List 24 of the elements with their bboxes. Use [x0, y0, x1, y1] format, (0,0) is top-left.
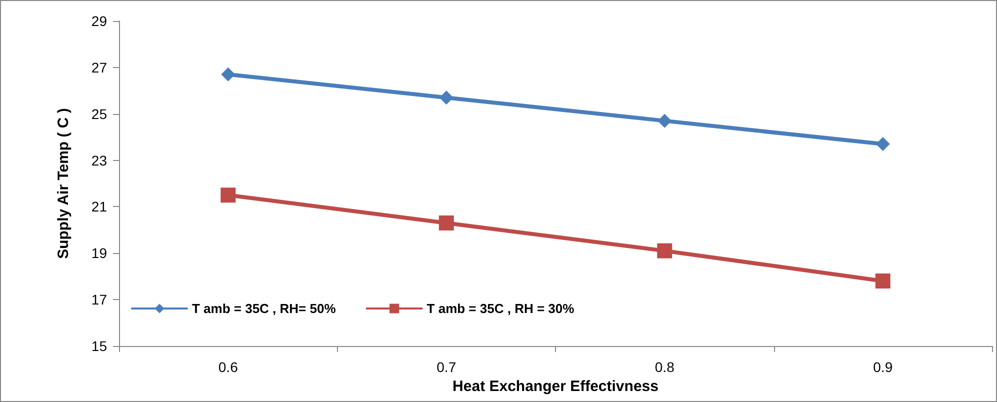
y-tick-label: 21	[91, 198, 108, 215]
y-tick-label: 25	[91, 106, 108, 122]
point	[220, 188, 236, 203]
x-tick-label: 0.9	[873, 359, 893, 375]
y-tick-label: 19	[91, 245, 108, 262]
y-tick-label: 23	[91, 152, 108, 168]
x-tick-label: 0.7	[436, 359, 456, 375]
y-axis-title: Supply Air Temp ( C )	[55, 108, 72, 259]
y-tick-label: 27	[91, 59, 108, 76]
x-tick-label: 0.6	[218, 359, 238, 375]
x-tick-label: 0.8	[654, 359, 675, 375]
y-tick-label: 29	[91, 13, 108, 29]
point	[438, 215, 454, 230]
point	[221, 67, 236, 82]
point	[876, 137, 890, 152]
point	[875, 274, 890, 288]
legend-label: T amb = 35C , RH= 50%	[192, 301, 336, 316]
point	[657, 243, 672, 258]
y-tick-label: 17	[91, 292, 108, 308]
legend-label: T amb = 35C , RH = 30%	[426, 301, 575, 316]
y-tick-label: 15	[91, 338, 108, 354]
point	[658, 114, 672, 128]
point	[439, 90, 454, 105]
x-axis-title: Heat Exchanger Effectivness	[452, 378, 658, 395]
